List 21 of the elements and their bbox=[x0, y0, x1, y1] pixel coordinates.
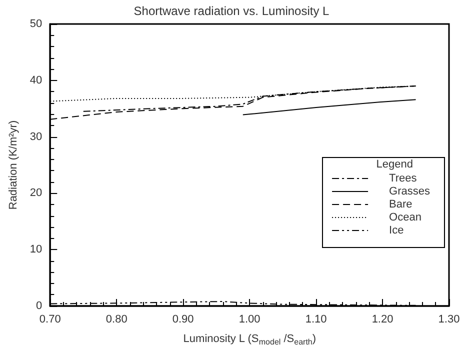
legend-label: Grasses bbox=[389, 186, 430, 198]
legend-label: Bare bbox=[389, 198, 412, 210]
legend-label: Ocean bbox=[389, 212, 422, 224]
chart-title: Shortwave radiation vs. Luminosity L bbox=[134, 4, 330, 18]
y-tick-label: 30 bbox=[30, 130, 42, 143]
x-tick-label: 0.80 bbox=[106, 314, 128, 326]
y-tick-label: 0 bbox=[36, 300, 42, 312]
x-tick-label: 1.10 bbox=[305, 314, 327, 326]
y-tick-label: 20 bbox=[30, 187, 42, 200]
x-tick-label: 1.00 bbox=[238, 314, 260, 326]
legend-label: Ice bbox=[389, 224, 404, 236]
x-tick-label: 0.90 bbox=[172, 314, 194, 326]
legend-label: Trees bbox=[389, 172, 418, 184]
x-tick-label: 1.20 bbox=[372, 314, 394, 326]
legend-title: Legend bbox=[376, 158, 414, 170]
y-tick-label: 50 bbox=[30, 18, 42, 30]
x-tick-label: 1.30 bbox=[438, 314, 460, 326]
y-tick-label: 10 bbox=[30, 244, 42, 256]
x-tick-label: 0.70 bbox=[39, 314, 61, 326]
y-axis-title: Radiation (K/m²yr) bbox=[8, 120, 20, 210]
y-tick-label: 40 bbox=[30, 74, 42, 86]
